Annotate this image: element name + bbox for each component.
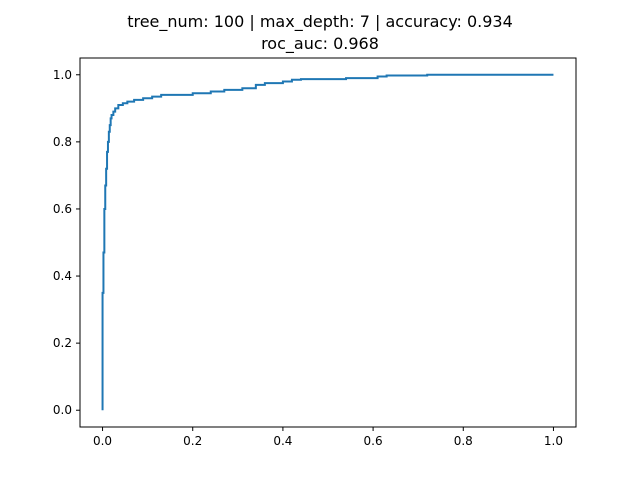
y-tick-label: 0.4 bbox=[53, 269, 72, 283]
x-tick-label: 0.0 bbox=[93, 434, 112, 448]
y-axis-ticks: 0.0 0.2 0.4 0.6 0.8 1.0 bbox=[53, 68, 80, 417]
x-tick-label: 0.8 bbox=[454, 434, 473, 448]
chart-title-line-1: tree_num: 100 | max_depth: 7 | accuracy:… bbox=[127, 12, 513, 31]
roc-curve-line bbox=[101, 73, 554, 411]
y-tick-label: 0.8 bbox=[53, 135, 72, 149]
x-tick-label: 0.6 bbox=[364, 434, 383, 448]
x-tick-label: 0.4 bbox=[273, 434, 292, 448]
x-tick-label: 1.0 bbox=[544, 434, 563, 448]
y-tick-label: 1.0 bbox=[53, 68, 72, 82]
axes-frame bbox=[79, 57, 577, 428]
chart-title-line-2: roc_auc: 0.968 bbox=[261, 34, 379, 53]
y-tick-label: 0.6 bbox=[53, 202, 72, 216]
y-tick-label: 0.0 bbox=[53, 403, 72, 417]
y-tick-label: 0.2 bbox=[53, 336, 72, 350]
x-axis-ticks: 0.0 0.2 0.4 0.6 0.8 1.0 bbox=[93, 427, 563, 448]
x-tick-label: 0.2 bbox=[183, 434, 202, 448]
